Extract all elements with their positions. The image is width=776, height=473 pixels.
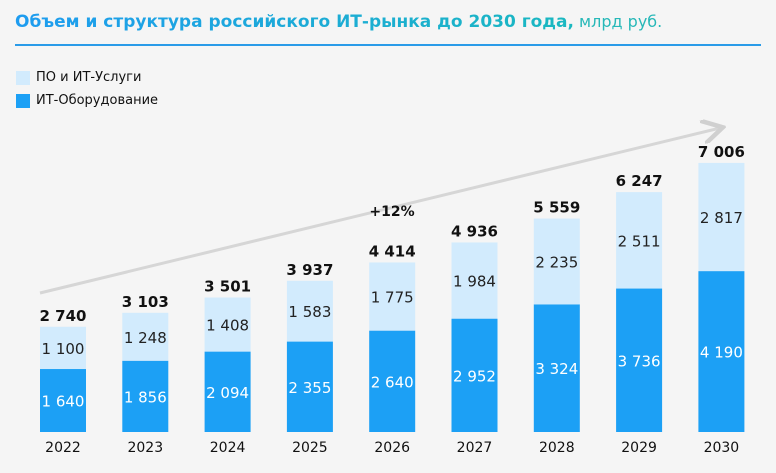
bar-value-label: 2 355 (288, 379, 331, 397)
bar-value-label: 2 235 (535, 253, 578, 271)
bar-value-label: 2 511 (618, 232, 661, 250)
bar-value-label: 2 952 (453, 367, 496, 385)
legend-label: ИТ-Оборудование (36, 93, 159, 108)
bar-segment-software (533, 218, 580, 305)
bar-segment-software (698, 162, 745, 272)
bar-segment-hardware (698, 271, 745, 432)
bar-total-label: 7 006 (698, 143, 745, 161)
bar-segment-software (286, 280, 333, 342)
x-tick-label: 2025 (292, 440, 328, 456)
bar-value-label: 3 736 (618, 352, 661, 370)
x-tick-label: 2030 (704, 440, 740, 456)
x-tick-label: 2028 (539, 440, 575, 456)
bar-segment-software (369, 262, 416, 331)
legend-swatch (16, 93, 30, 108)
legend-item-hardware: ИТ-Оборудование (16, 93, 158, 108)
bar-value-label: 1 640 (42, 393, 85, 411)
bar-total-label: 2 740 (40, 307, 87, 325)
bar-total-label: 3 501 (204, 278, 251, 296)
title-divider (15, 44, 761, 46)
bar-segment-hardware (286, 341, 333, 432)
x-tick-label: 2024 (210, 440, 246, 456)
bar-total-label: 4 936 (451, 222, 498, 240)
bar-value-label: 2 817 (700, 209, 743, 227)
bar-segment-hardware (369, 330, 416, 432)
bar-value-label: 3 324 (535, 360, 578, 378)
x-tick-label: 2029 (621, 440, 657, 456)
bar-segment-hardware (451, 318, 498, 432)
trend-arrow (39, 128, 720, 295)
legend-swatch (16, 70, 30, 85)
bar-value-label: 1 775 (371, 289, 414, 307)
bar-segment-hardware (204, 351, 251, 432)
bar-total-label: 3 103 (122, 293, 169, 311)
title-main: Объем и структура российского ИТ-рынка д… (15, 12, 574, 32)
x-tick-label: 2022 (45, 440, 81, 456)
bar-segment-hardware (533, 304, 580, 432)
legend-item-software: ПО и ИТ-Услуги (16, 70, 141, 85)
bar-segment-hardware (616, 288, 663, 432)
bar-segment-software (616, 192, 663, 289)
bar-total-label: 3 937 (286, 261, 333, 279)
bar-value-label: 1 583 (288, 303, 331, 321)
title-unit: млрд руб. (573, 12, 663, 31)
bar-total-label: 5 559 (533, 199, 580, 217)
legend-label: ПО и ИТ-Услуги (36, 70, 142, 85)
bar-segment-software (451, 242, 498, 319)
bar-value-label: 1 856 (124, 388, 167, 406)
bar-value-label: 2 640 (371, 373, 414, 391)
bar-value-label: 1 408 (206, 317, 249, 335)
bar-value-label: 1 984 (453, 273, 496, 291)
bar-segment-hardware (40, 369, 86, 432)
bar-segment-software (122, 312, 169, 361)
bar-value-label: 4 190 (700, 344, 743, 362)
bar-value-label: 2 094 (206, 384, 249, 402)
bar-total-label: 4 414 (369, 242, 416, 260)
bar-total-label: 6 247 (616, 172, 663, 190)
chart-title: Объем и структура российского ИТ-рынка д… (15, 12, 662, 32)
cagr-annotation: +12% (369, 204, 414, 220)
bar-value-label: 1 100 (42, 340, 85, 358)
bar-segment-software (40, 326, 86, 370)
x-tick-label: 2026 (374, 440, 410, 456)
x-tick-label: 2027 (457, 440, 493, 456)
bar-segment-hardware (122, 360, 169, 432)
bar-segment-software (204, 297, 251, 352)
bar-value-label: 1 248 (124, 329, 167, 347)
x-tick-label: 2023 (127, 440, 163, 456)
